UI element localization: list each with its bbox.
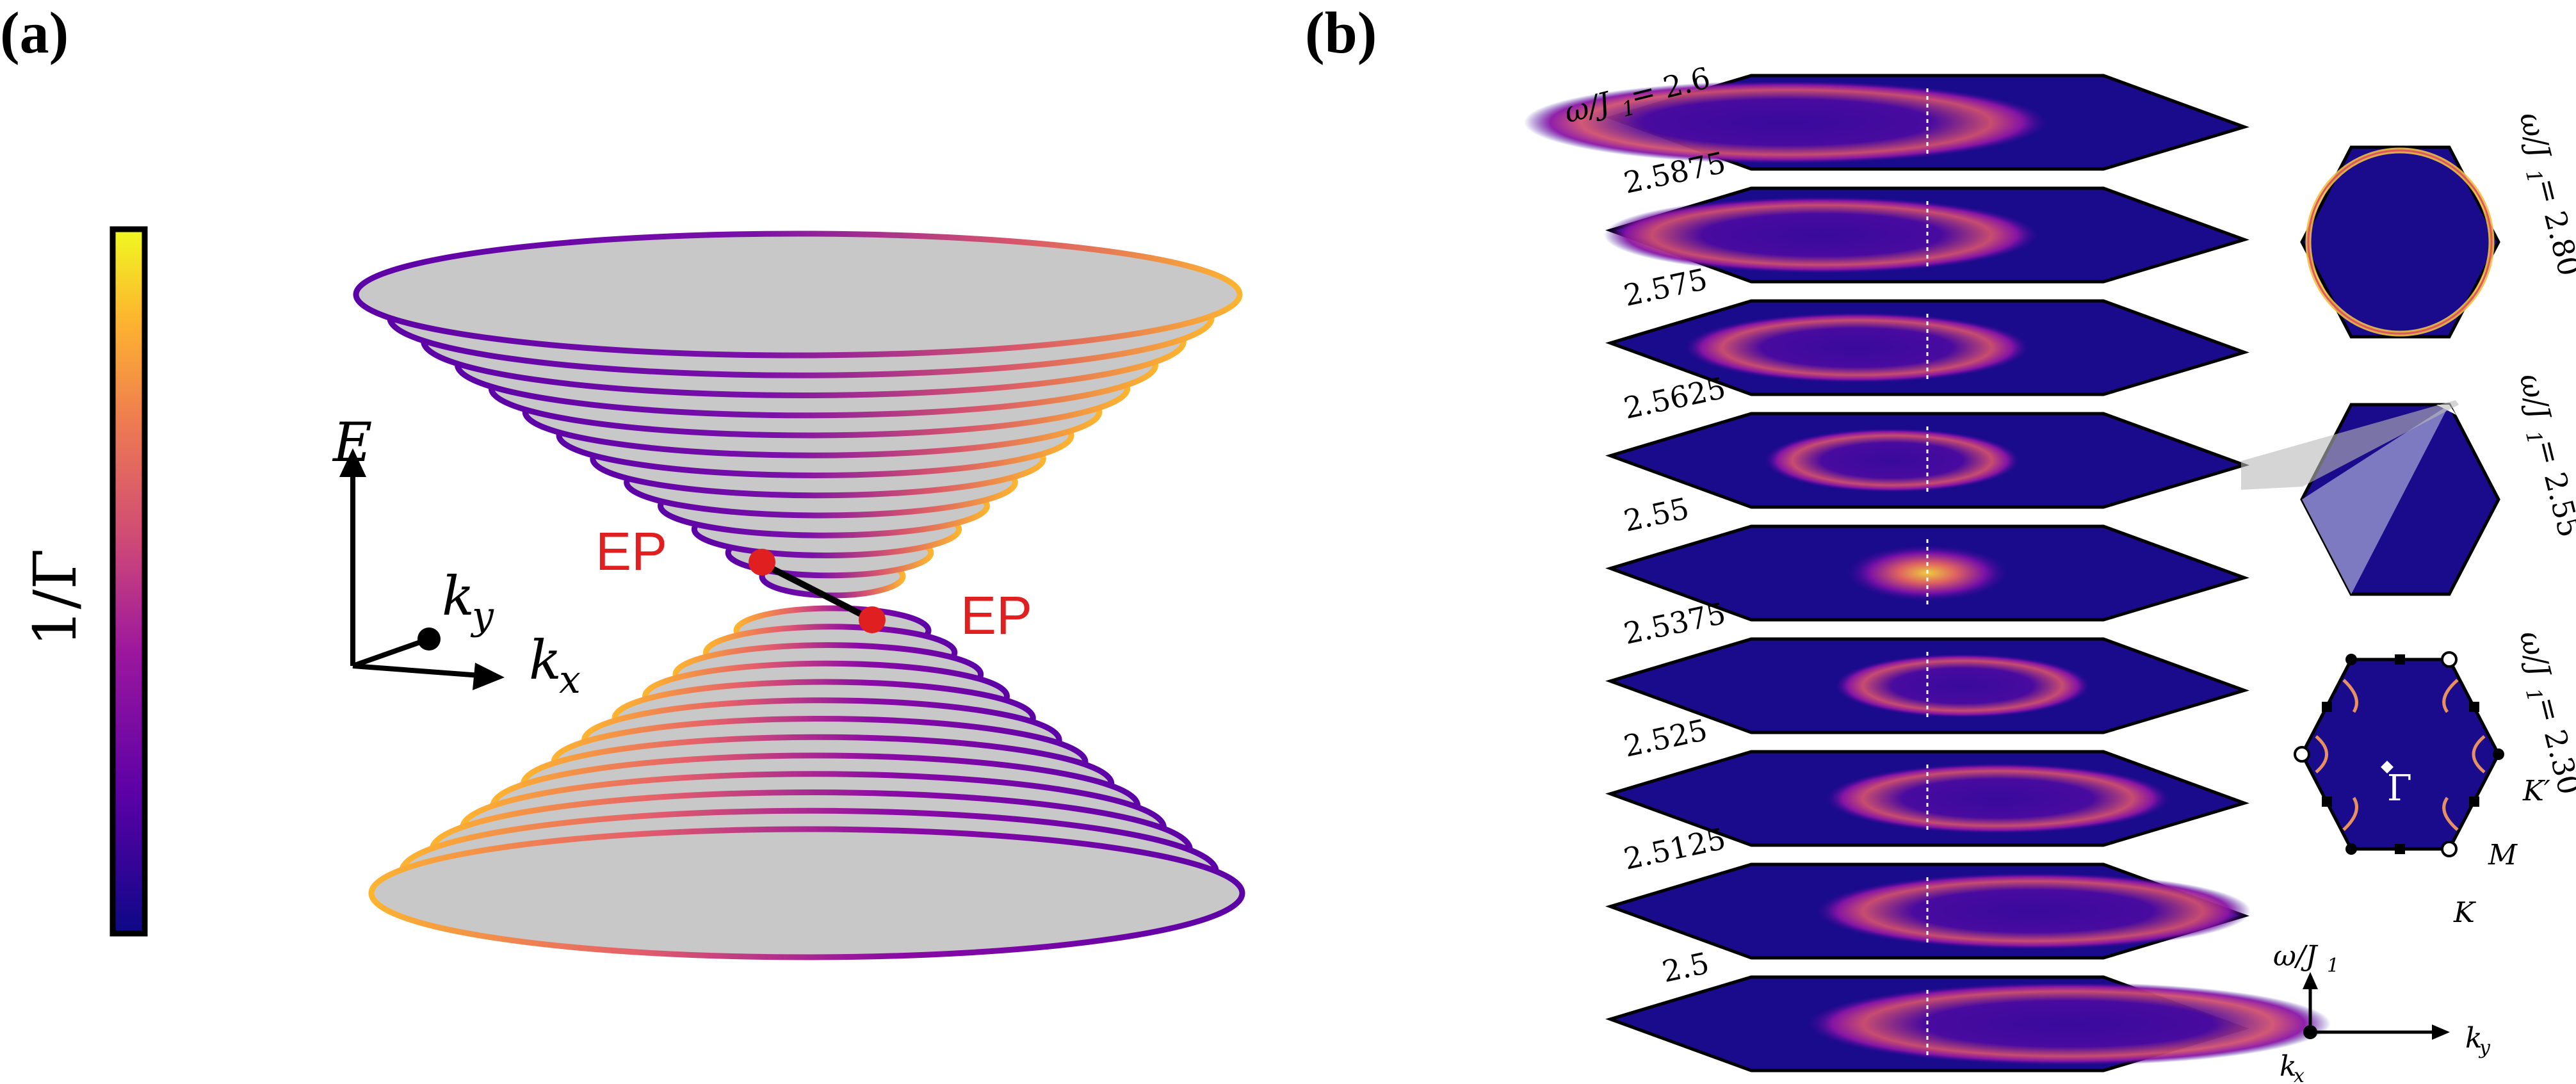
slice-label: 2.5 — [1659, 946, 1712, 989]
axis-kx-label: k — [529, 629, 562, 692]
exceptional-line — [760, 560, 874, 623]
hex-label-2-55: ω/J 1 = 2.55 — [2513, 370, 2576, 541]
hex-label-2-80: ω/J 1 = 2.80 — [2513, 109, 2576, 280]
slice-7 — [1605, 862, 2251, 960]
svg-text:= 2.80: = 2.80 — [2529, 174, 2576, 279]
ep-label-right: EP — [960, 585, 1032, 645]
slice-stack: 2.58752.5752.56252.552.53752.5252.51252.… — [1524, 74, 2331, 1072]
colorbar — [109, 226, 148, 937]
ep-dot-right — [859, 606, 886, 633]
upper-ring — [353, 231, 1243, 359]
axis-ky-b-sub: y — [2478, 1037, 2491, 1059]
ep-label-left: EP — [595, 521, 667, 581]
panel-b-label: (b) — [1305, 0, 1377, 65]
axis-ky-b-label: k — [2465, 1022, 2483, 1055]
slice-0 — [1524, 74, 2249, 171]
svg-text:= 2.55: = 2.55 — [2529, 435, 2576, 540]
lower-cone — [368, 605, 1245, 960]
slice-6 — [1605, 750, 2249, 847]
axis-ky-sub: y — [470, 594, 494, 638]
slice-5 — [1605, 637, 2249, 734]
bz-kprime-label: K′ — [2522, 775, 2550, 807]
axis-omega-sub: 1 — [2327, 955, 2339, 977]
slice-label: 2.575 — [1621, 262, 1710, 313]
axis-kx-b-label: k — [2280, 1050, 2297, 1083]
hex-2-80 — [2300, 145, 2500, 339]
colorbar-label: 1/Γ — [21, 549, 90, 647]
svg-text:ω/J: ω/J — [2513, 370, 2557, 425]
svg-text:ω/J: ω/J — [2513, 109, 2557, 163]
axis-kx-sub: x — [559, 658, 581, 702]
slice-label: 2.5375 — [1621, 595, 1729, 651]
axis-ky-label: k — [442, 565, 474, 627]
bz-m-label: M — [2488, 839, 2518, 871]
panel-a-label: (a) — [0, 0, 69, 65]
slice-label: 2.5625 — [1621, 370, 1729, 425]
axis-kx-b-sub: x — [2294, 1065, 2305, 1084]
slice-label: 2.55 — [1621, 491, 1692, 538]
slice-label: 2.525 — [1621, 713, 1710, 764]
slice-label: 2.5125 — [1621, 821, 1729, 876]
slice-4 — [1605, 524, 2249, 622]
projection-band — [2241, 400, 2459, 490]
slice-2 — [1605, 299, 2249, 396]
hex-2-30 — [2294, 651, 2504, 857]
slice-3 — [1605, 412, 2249, 509]
svg-text:ω/J: ω/J — [2513, 627, 2557, 682]
upper-cone — [353, 231, 1243, 599]
lower-ring — [368, 826, 1245, 960]
axis-omega-label: ω/J — [2273, 940, 2319, 973]
axis-triad-a — [339, 448, 505, 690]
ep-dot-left — [749, 549, 775, 576]
slice-1 — [1604, 186, 2249, 284]
slice-8 — [1605, 975, 2331, 1072]
bz-gamma-label: Γ — [2387, 768, 2412, 809]
axis-triad-b — [2303, 972, 2450, 1040]
hex-label-2-30: ω/J 1 = 2.30 — [2513, 627, 2576, 798]
axis-e-label: E — [332, 411, 372, 474]
bz-k-label: K — [2453, 896, 2476, 929]
